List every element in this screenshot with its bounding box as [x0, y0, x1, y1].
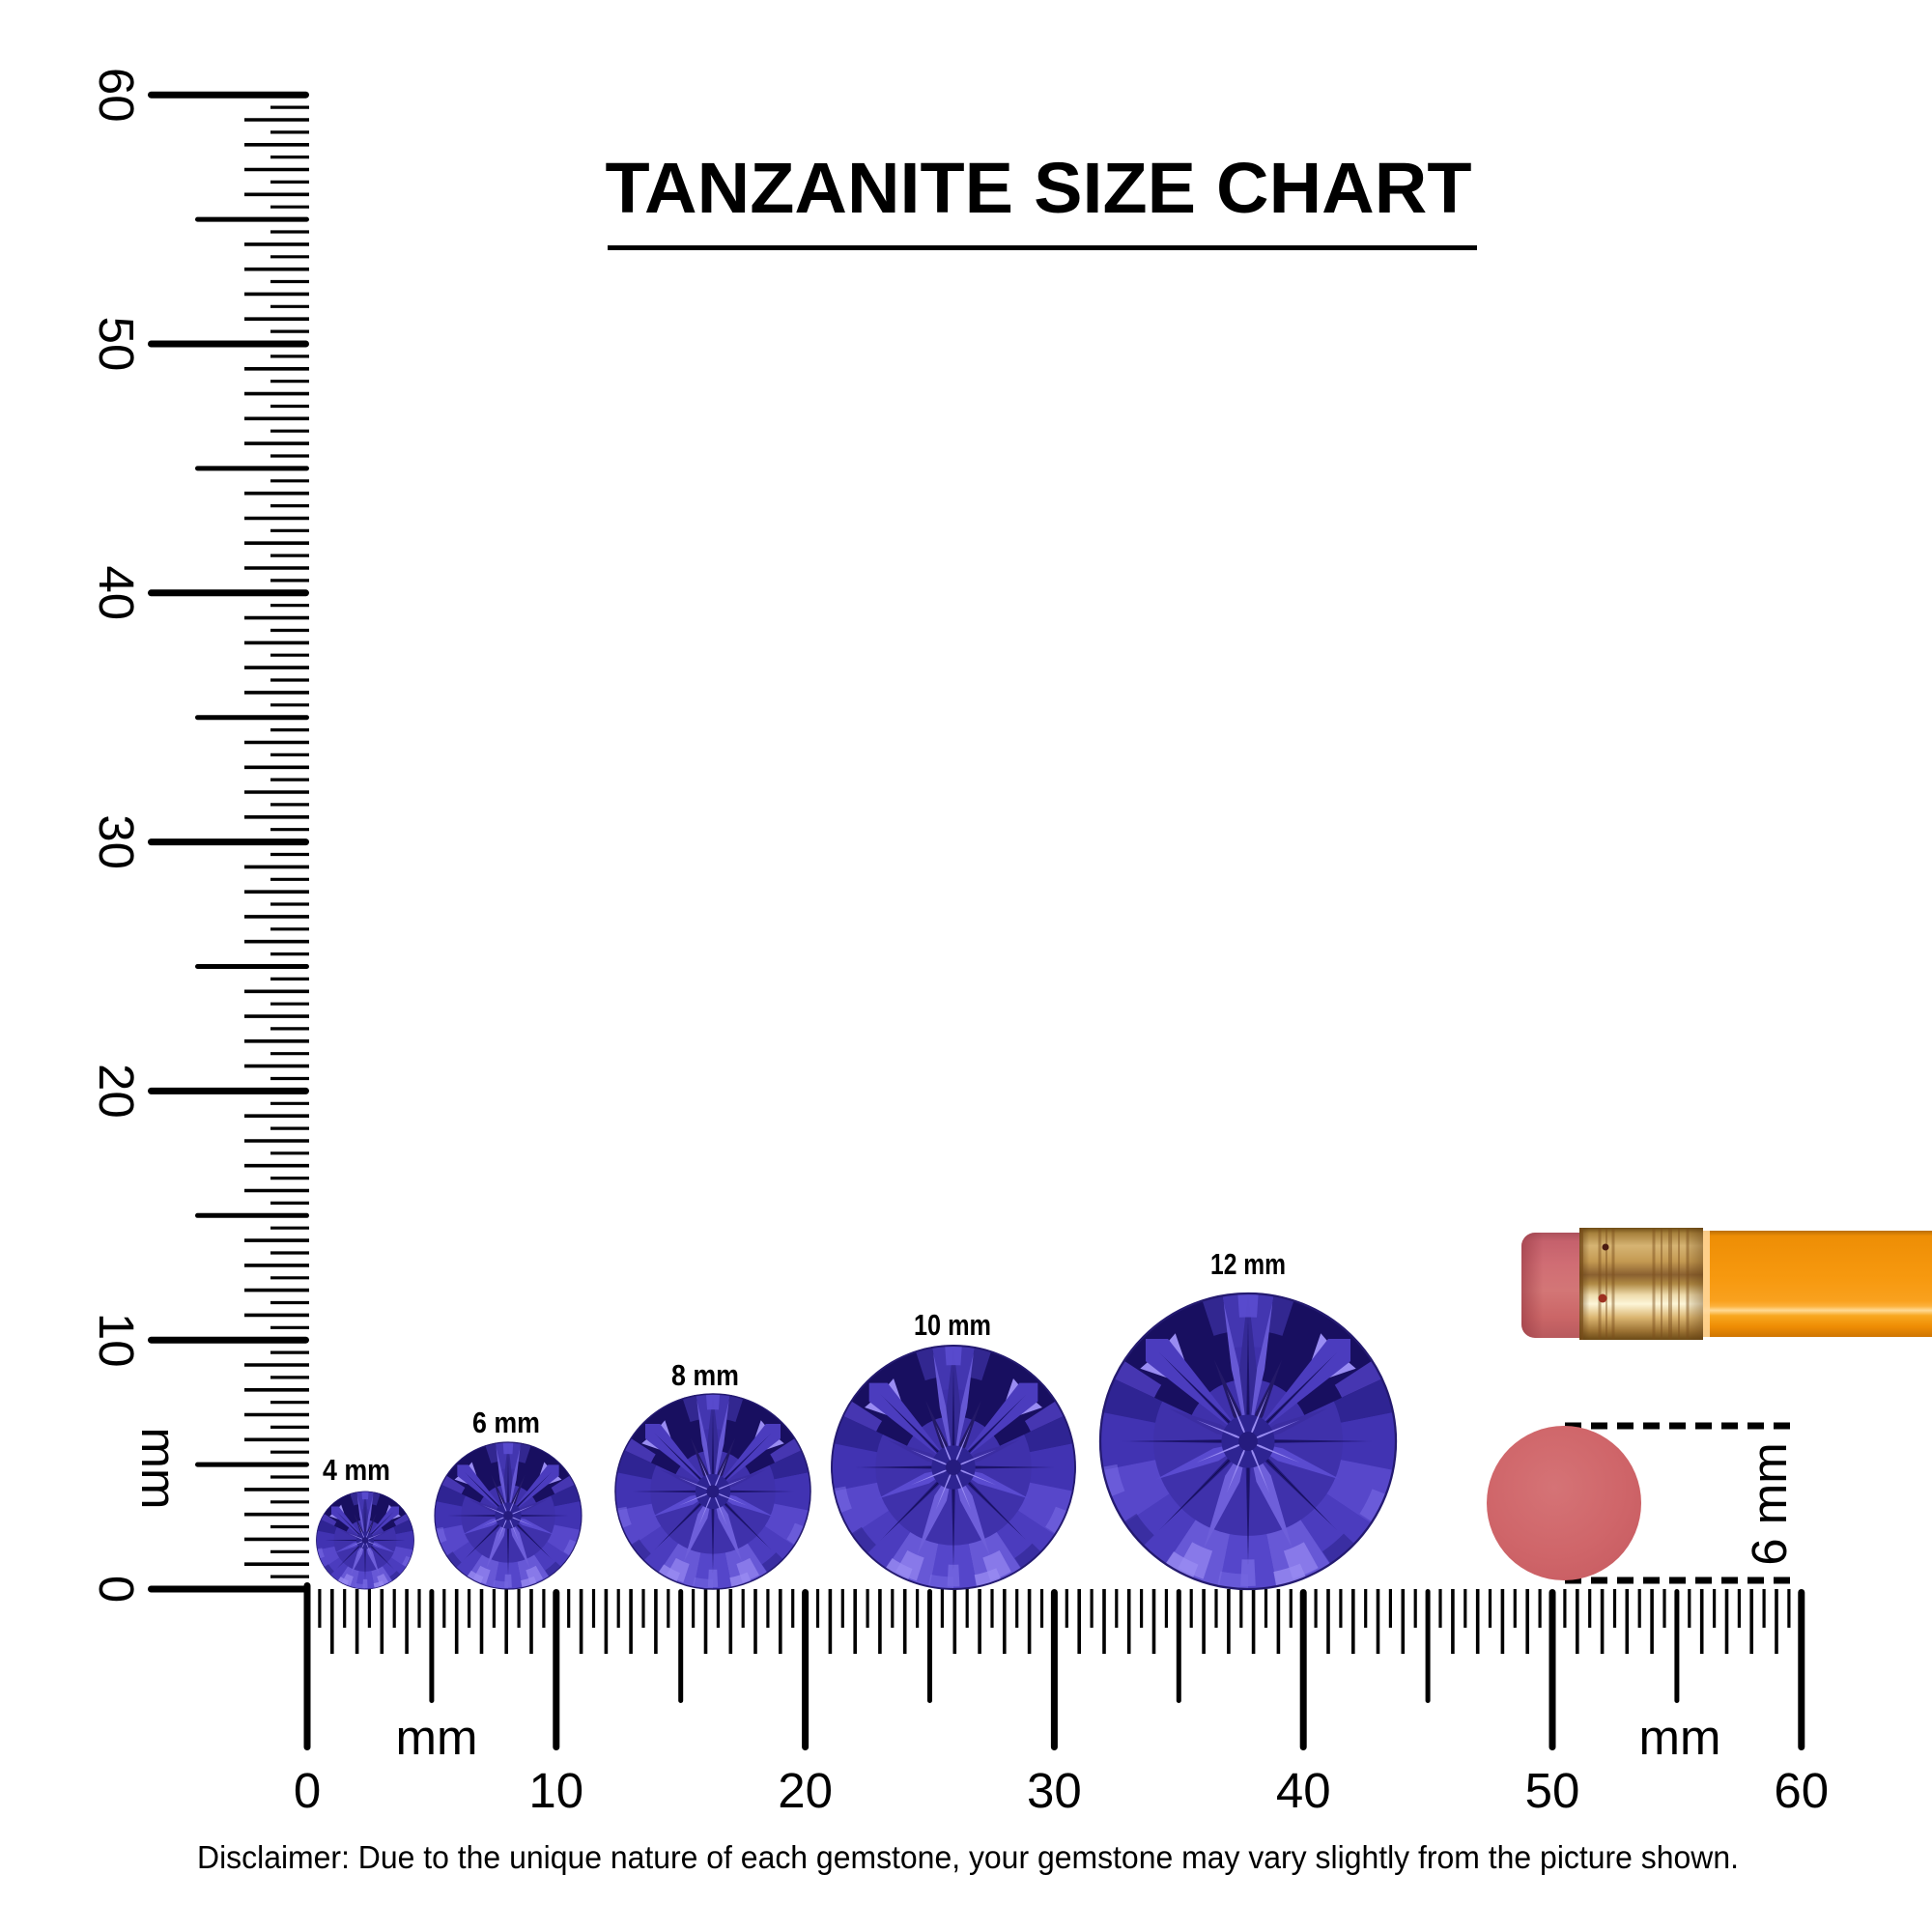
svg-text:60: 60	[89, 68, 144, 123]
svg-text:TANZANITE SIZE CHART: TANZANITE SIZE CHART	[606, 148, 1472, 228]
svg-text:Disclaimer: Due to the unique: Disclaimer: Due to the unique nature of …	[197, 1839, 1739, 1875]
svg-text:60: 60	[1774, 1763, 1829, 1818]
svg-text:20: 20	[778, 1763, 833, 1818]
svg-text:40: 40	[89, 565, 144, 620]
svg-text:10: 10	[89, 1313, 144, 1368]
svg-text:0: 0	[89, 1576, 144, 1603]
svg-text:50: 50	[1525, 1763, 1580, 1818]
svg-text:40: 40	[1276, 1763, 1331, 1818]
svg-text:mm: mm	[131, 1428, 186, 1510]
svg-text:6 mm: 6 mm	[1742, 1442, 1797, 1566]
svg-text:30: 30	[89, 814, 144, 869]
svg-text:mm: mm	[396, 1710, 478, 1765]
svg-text:0: 0	[294, 1763, 321, 1818]
svg-text:20: 20	[89, 1064, 144, 1119]
svg-text:10: 10	[528, 1763, 583, 1818]
svg-text:10 mm: 10 mm	[914, 1308, 991, 1342]
svg-text:12 mm: 12 mm	[1210, 1247, 1286, 1281]
svg-text:30: 30	[1027, 1763, 1082, 1818]
svg-text:6 mm: 6 mm	[472, 1406, 540, 1439]
svg-text:50: 50	[89, 317, 144, 372]
svg-text:4 mm: 4 mm	[323, 1453, 390, 1487]
svg-text:mm: mm	[1639, 1710, 1721, 1765]
svg-text:8 mm: 8 mm	[671, 1358, 739, 1392]
